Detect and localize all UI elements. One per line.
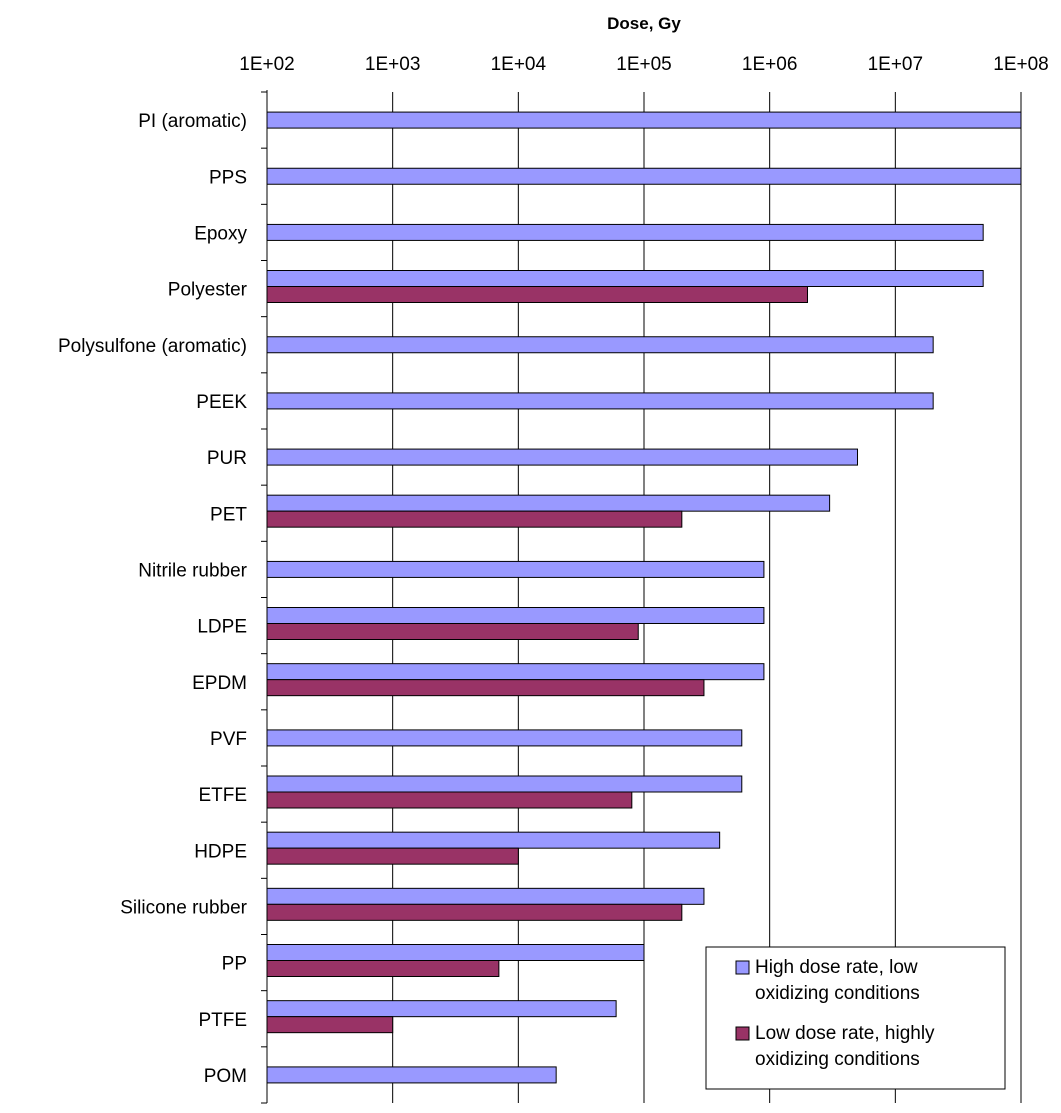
category-label: ETFE <box>198 785 247 806</box>
bar-high-dose-rate <box>266 775 743 793</box>
legend-swatch <box>735 960 750 975</box>
category-label: Polysulfone (aromatic) <box>58 336 247 357</box>
bar-high-dose-rate <box>266 831 721 849</box>
category-label: PTFE <box>198 1010 247 1031</box>
category-label: Polyester <box>168 280 248 301</box>
x-tick-label: 1E+04 <box>491 54 547 75</box>
category-label: PEEK <box>196 392 247 413</box>
category-label: PP <box>222 954 247 975</box>
legend-label: Low dose rate, highly <box>755 1023 935 1044</box>
bar-high-dose-rate <box>266 729 743 747</box>
legend: High dose rate, low oxidizing conditions L… <box>705 946 1006 1090</box>
x-tick-label: 1E+06 <box>742 54 797 75</box>
category-label: PUR <box>207 448 247 469</box>
category-label: Epoxy <box>194 223 247 244</box>
category-label: PPS <box>209 167 247 188</box>
bar-low-dose-rate <box>266 1016 394 1034</box>
x-tick-label: 1E+07 <box>868 54 923 75</box>
legend-label: oxidizing conditions <box>755 1049 920 1070</box>
bar-high-dose-rate <box>266 392 934 410</box>
category-label: POM <box>204 1066 247 1087</box>
bar-low-dose-rate <box>266 847 519 865</box>
bar-high-dose-rate <box>266 223 984 241</box>
bar-high-dose-rate <box>266 887 705 905</box>
y-axis-ticks <box>261 91 267 1104</box>
bar-high-dose-rate <box>266 1000 617 1018</box>
x-tick-label: 1E+03 <box>365 54 420 75</box>
bar-low-dose-rate <box>266 510 683 528</box>
bar-high-dose-rate <box>266 270 984 287</box>
bar-high-dose-rate <box>266 560 765 578</box>
category-label: Silicone rubber <box>120 897 247 918</box>
bar-high-dose-rate <box>266 494 831 512</box>
legend-swatch <box>735 1026 750 1041</box>
category-label: HDPE <box>194 841 247 862</box>
bar-low-dose-rate <box>266 679 705 697</box>
bar-high-dose-rate <box>266 167 1022 185</box>
category-label: EPDM <box>192 673 247 694</box>
legend-label: oxidizing conditions <box>755 983 920 1004</box>
category-label: PI (aromatic) <box>138 111 247 132</box>
bar-low-dose-rate <box>266 791 633 809</box>
bar-low-dose-rate <box>266 960 500 977</box>
category-label: PET <box>210 504 247 525</box>
x-tick-label: 1E+05 <box>616 54 671 75</box>
category-labels: PI (aromatic) PPS Epoxy Polyester Polysulfon… <box>58 111 248 1087</box>
bar-high-dose-rate <box>266 111 1022 129</box>
x-tick-label: 1E+02 <box>239 54 294 75</box>
bar-low-dose-rate <box>266 623 639 640</box>
bar-high-dose-rate <box>266 448 859 466</box>
bar-high-dose-rate <box>266 663 765 681</box>
x-tick-labels: 1E+02 1E+03 1E+04 1E+05 1E+06 1E+07 1E+08 <box>239 54 1048 75</box>
bar-high-dose-rate <box>266 1066 557 1084</box>
legend-box <box>705 946 1006 1090</box>
bar-high-dose-rate <box>266 944 645 961</box>
category-label: PVF <box>210 729 247 750</box>
x-axis-title: Dose, Gy <box>607 14 681 33</box>
category-label: LDPE <box>197 617 247 638</box>
bar-high-dose-rate <box>266 336 934 354</box>
bar-low-dose-rate <box>266 903 683 921</box>
x-tick-label: 1E+08 <box>993 54 1048 75</box>
category-label: Nitrile rubber <box>138 560 247 581</box>
bar-low-dose-rate <box>266 286 808 303</box>
gridlines <box>392 92 1022 1103</box>
legend-label: High dose rate, low <box>755 957 918 978</box>
bar-high-dose-rate <box>266 607 765 624</box>
